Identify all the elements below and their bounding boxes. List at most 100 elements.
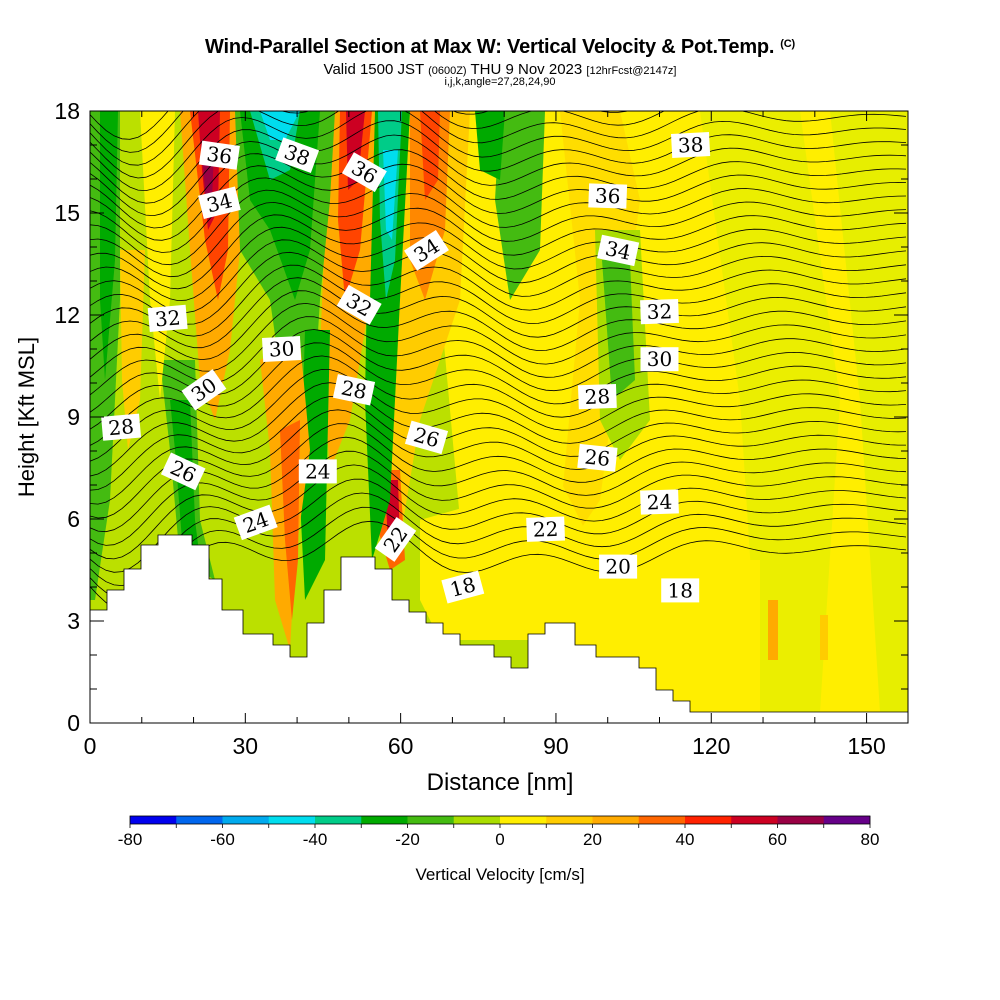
- theta-label: 32: [640, 298, 679, 325]
- theta-contour-line: [90, 450, 907, 546]
- theta-label-text: 36: [595, 184, 621, 209]
- chart-title: Wind-Parallel Section at Max W: Vertical…: [205, 36, 795, 58]
- theta-contour-line: [90, 316, 907, 396]
- chart-subtitle: Valid 1500 JST (0600Z) THU 9 Nov 2023 [1…: [323, 61, 677, 78]
- theta-label: 30: [261, 336, 302, 362]
- colorbar: -80 -60 -40 -20 0 20 40 60 80: [118, 815, 880, 849]
- colorbar-tick-label: 80: [861, 830, 880, 849]
- theta-label-text: 32: [646, 299, 672, 324]
- theta-label: 36: [588, 183, 628, 209]
- theta-label-text: 22: [532, 517, 558, 542]
- theta-contour-line: [90, 355, 907, 446]
- colorbar-tick-label: 60: [768, 830, 787, 849]
- colorbar-tick-label: -60: [210, 830, 235, 849]
- theta-label: 36: [198, 140, 240, 170]
- colorbar-swatch: [777, 816, 825, 824]
- theta-contour-line: [90, 111, 907, 179]
- theta-label-text: 34: [603, 236, 633, 265]
- colorbar-swatch: [731, 816, 778, 824]
- theta-contour-line: [90, 464, 907, 560]
- theta-label-text: 38: [677, 132, 704, 157]
- theta-label-text: 34: [204, 188, 235, 217]
- theta-contour-line: [90, 506, 907, 600]
- theta-label: 28: [577, 383, 617, 410]
- chart-indices: i,j,k,angle=27,28,24,90: [444, 76, 556, 88]
- x-axis-label: Distance [nm]: [427, 769, 574, 796]
- theta-label-text: 30: [647, 347, 672, 371]
- theta-label: 26: [160, 452, 206, 491]
- theta-contour-line: [90, 239, 907, 314]
- theta-label: 18: [661, 578, 700, 603]
- x-tick-label: 90: [543, 733, 569, 759]
- theta-contour-line: [90, 111, 907, 192]
- theta-contour-line: [90, 290, 907, 361]
- colorbar-swatch: [823, 816, 871, 824]
- theta-label: 32: [147, 304, 188, 333]
- colorbar-swatch: [130, 816, 177, 824]
- y-tick-label: 0: [67, 710, 80, 736]
- colorbar-swatch: [592, 816, 640, 824]
- theta-contour-line: [90, 409, 906, 505]
- theta-contour-line: [90, 189, 907, 266]
- theta-label-text: 26: [583, 445, 611, 472]
- theta-label-text: 36: [205, 142, 234, 169]
- theta-contour-line: [90, 423, 907, 519]
- theta-label: 26: [404, 420, 449, 455]
- theta-label: 22: [526, 516, 566, 542]
- terrain: [90, 534, 908, 723]
- colorbar-swatch: [546, 816, 593, 824]
- colorbar-swatch: [407, 816, 455, 824]
- y-tick-label: 15: [54, 200, 80, 226]
- theta-contour-line: [90, 264, 907, 337]
- theta-contours: [90, 111, 907, 613]
- y-tick-label: 3: [67, 608, 80, 634]
- theta-contour-line: [90, 111, 665, 166]
- theta-contour-line: [90, 201, 907, 278]
- theta-contour-line: [90, 368, 907, 462]
- theta-label-text: 24: [646, 490, 672, 515]
- y-tick-label: 12: [54, 302, 80, 328]
- theta-contour-line: [90, 478, 907, 573]
- theta-contour-line: [90, 277, 907, 349]
- colorbar-swatch: [222, 816, 270, 824]
- theta-label-text: 28: [107, 414, 134, 440]
- x-tick-label: 0: [84, 733, 97, 759]
- theta-label-text: 28: [584, 384, 610, 409]
- theta-label: 28: [332, 374, 376, 406]
- theta-label-text: 28: [339, 375, 369, 404]
- colorbar-tick-label: 20: [583, 830, 602, 849]
- x-tick-label: 60: [388, 733, 414, 759]
- theta-label-text: 32: [154, 305, 181, 331]
- theta-label-text: 24: [305, 459, 330, 483]
- colorbar-swatch: [685, 816, 732, 824]
- theta-contour-line: [90, 342, 907, 430]
- theta-contour-line: [90, 436, 907, 533]
- colorbar-tick-label: -20: [395, 830, 420, 849]
- theta-label: 30: [640, 347, 679, 372]
- x-tick-label: 30: [233, 733, 259, 759]
- colorbar-swatch: [268, 816, 316, 824]
- colorbar-swatch: [453, 816, 501, 824]
- theta-contour-line: [90, 214, 907, 290]
- colorbar-swatch: [176, 816, 223, 824]
- colorbar-swatch: [361, 816, 408, 824]
- colorbar-label: Vertical Velocity [cm/s]: [415, 865, 584, 884]
- theta-label-text: 20: [605, 555, 630, 579]
- velocity-field: [90, 111, 908, 712]
- theta-label: 24: [298, 459, 337, 484]
- colorbar-tick-label: -80: [118, 830, 143, 849]
- theta-label: 26: [577, 443, 618, 472]
- theta-contour-line: [90, 302, 907, 378]
- theta-label-text: 18: [667, 578, 692, 602]
- y-tick-label: 6: [67, 506, 80, 532]
- colorbar-swatch: [500, 816, 547, 824]
- theta-contour-line: [90, 226, 907, 302]
- theta-label-text: 30: [268, 336, 295, 361]
- colorbar-tick-label: 0: [495, 830, 504, 849]
- theta-label: 24: [640, 489, 679, 515]
- theta-contour-line: [90, 492, 907, 587]
- y-axis-label: Height [Kft MSL]: [14, 337, 39, 497]
- theta-label: 38: [670, 132, 711, 158]
